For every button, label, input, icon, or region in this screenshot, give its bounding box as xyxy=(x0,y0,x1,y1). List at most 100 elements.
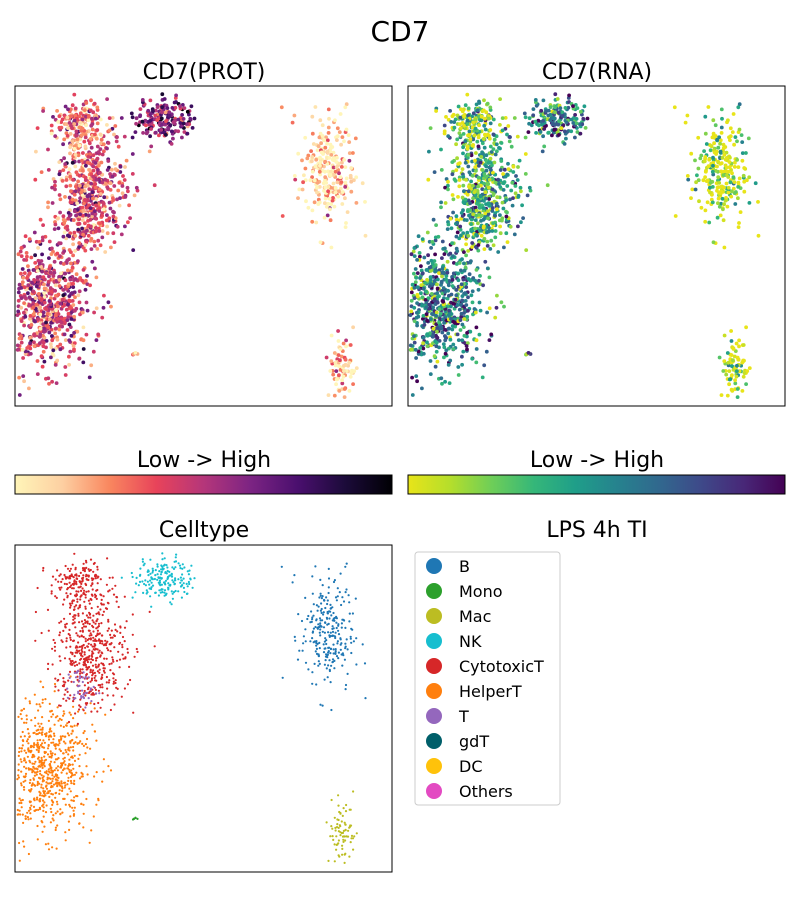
data-point xyxy=(71,242,75,247)
data-point xyxy=(61,789,64,793)
data-point xyxy=(100,602,103,605)
data-point xyxy=(21,356,25,360)
data-point xyxy=(533,98,538,102)
data-point xyxy=(83,684,86,687)
data-point xyxy=(63,786,66,789)
data-point xyxy=(464,253,468,258)
data-point xyxy=(82,731,85,735)
data-point xyxy=(505,132,509,137)
data-point xyxy=(111,214,116,219)
data-point xyxy=(21,798,24,802)
data-point xyxy=(41,109,45,113)
data-point xyxy=(76,227,81,232)
data-point xyxy=(94,197,98,201)
data-point xyxy=(64,748,67,752)
data-point xyxy=(77,159,81,164)
data-point xyxy=(463,160,468,165)
data-point xyxy=(126,647,129,651)
data-point xyxy=(363,233,368,238)
data-point xyxy=(63,767,66,770)
data-point xyxy=(503,174,508,179)
data-point xyxy=(573,135,577,140)
data-point xyxy=(342,363,346,368)
data-point xyxy=(420,271,425,276)
data-point xyxy=(68,628,71,632)
data-point xyxy=(721,207,725,212)
data-point xyxy=(68,151,72,156)
data-point xyxy=(348,173,353,178)
data-point xyxy=(111,576,114,579)
data-point xyxy=(92,614,95,617)
data-point xyxy=(471,196,475,201)
data-point xyxy=(342,158,346,162)
data-point xyxy=(500,128,505,133)
data-point xyxy=(30,281,34,285)
data-point xyxy=(116,144,121,149)
data-point xyxy=(71,806,74,809)
data-point xyxy=(78,777,82,780)
data-point xyxy=(462,317,467,321)
data-point xyxy=(496,177,501,182)
data-point xyxy=(30,784,33,787)
data-point xyxy=(726,190,731,195)
data-point xyxy=(51,663,54,666)
data-point xyxy=(99,684,102,687)
data-point xyxy=(143,118,148,123)
data-point xyxy=(79,668,82,671)
data-point xyxy=(324,204,329,209)
data-point xyxy=(149,144,154,149)
data-point xyxy=(69,746,72,749)
data-point xyxy=(315,185,319,190)
data-point xyxy=(443,290,447,294)
data-point xyxy=(63,365,68,369)
data-point xyxy=(79,190,84,195)
data-point xyxy=(19,254,24,258)
data-point xyxy=(474,169,478,173)
data-point xyxy=(86,233,91,238)
data-point xyxy=(456,365,461,369)
data-point xyxy=(411,249,416,254)
data-point xyxy=(103,250,108,254)
data-point xyxy=(114,139,119,144)
data-point xyxy=(121,643,124,646)
data-point xyxy=(330,198,335,203)
data-point xyxy=(123,195,128,199)
data-point xyxy=(99,593,102,596)
data-point xyxy=(126,651,129,654)
data-point xyxy=(58,704,61,707)
data-point xyxy=(25,346,30,350)
data-point xyxy=(493,180,498,185)
data-point xyxy=(455,156,459,161)
data-point xyxy=(711,155,715,160)
data-point xyxy=(87,578,90,582)
data-point xyxy=(59,766,62,769)
data-point xyxy=(331,372,336,377)
data-point xyxy=(729,329,733,333)
data-point xyxy=(56,810,59,813)
data-point xyxy=(81,360,86,365)
data-point xyxy=(97,689,100,692)
data-point xyxy=(333,190,338,195)
data-point xyxy=(730,130,735,135)
data-point xyxy=(501,172,505,176)
data-point xyxy=(92,815,95,818)
data-point xyxy=(711,160,716,165)
data-point xyxy=(85,665,88,669)
data-point xyxy=(429,246,433,250)
data-point xyxy=(518,185,523,190)
data-point xyxy=(354,366,359,370)
data-point xyxy=(27,768,31,771)
data-point xyxy=(95,121,100,126)
data-point xyxy=(192,116,197,121)
data-point xyxy=(85,578,88,581)
data-point xyxy=(46,376,51,381)
data-point xyxy=(742,179,747,184)
data-point xyxy=(32,770,35,773)
data-point xyxy=(78,196,82,201)
data-point xyxy=(108,206,113,211)
data-point xyxy=(479,213,484,218)
data-point xyxy=(71,774,74,777)
data-point xyxy=(733,381,738,386)
data-point xyxy=(86,645,89,648)
data-point xyxy=(96,150,101,154)
